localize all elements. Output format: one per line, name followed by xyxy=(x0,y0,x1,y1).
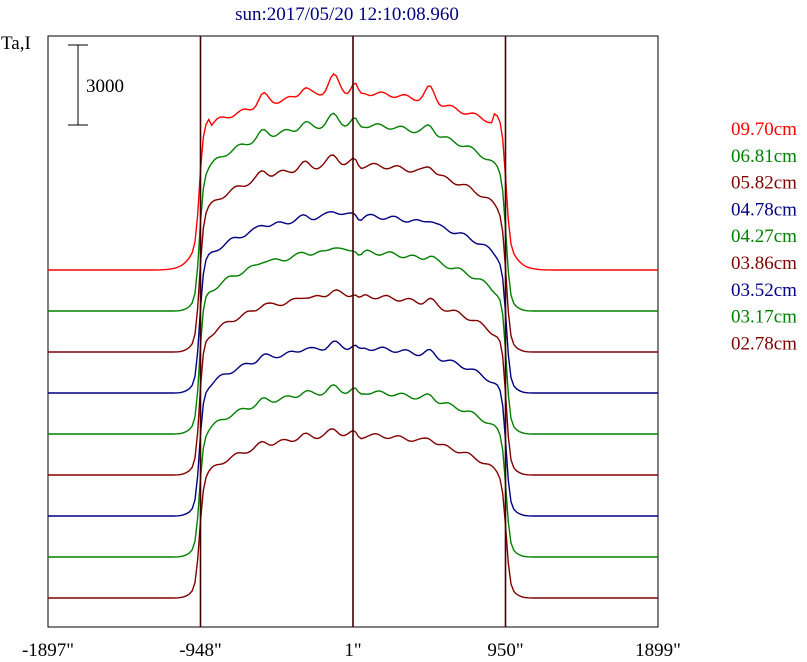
legend-entry: 04.78cm xyxy=(731,199,797,220)
y-axis-label: Ta,I xyxy=(1,33,31,54)
legend-entry: 03.86cm xyxy=(731,253,797,274)
x-tick-label: 950" xyxy=(487,640,523,661)
scale-bar xyxy=(68,44,88,126)
legend-entry: 02.78cm xyxy=(731,333,797,354)
legend-entry: 04.27cm xyxy=(731,226,797,247)
x-tick-label: 1899" xyxy=(635,640,681,661)
x-tick-label: 1" xyxy=(344,640,361,661)
legend-entry: 06.81cm xyxy=(731,146,797,167)
scale-bar-label: 3000 xyxy=(86,76,124,97)
legend-entry: 03.52cm xyxy=(731,280,797,301)
legend-entry: 05.82cm xyxy=(731,173,797,194)
x-tick-label: -948" xyxy=(179,640,222,661)
legend-entry: 09.70cm xyxy=(731,119,797,140)
x-tick-label: -1897" xyxy=(22,640,74,661)
chart-title: sun:2017/05/20 12:10:08.960 xyxy=(235,4,459,25)
legend-entry: 03.17cm xyxy=(731,307,797,328)
